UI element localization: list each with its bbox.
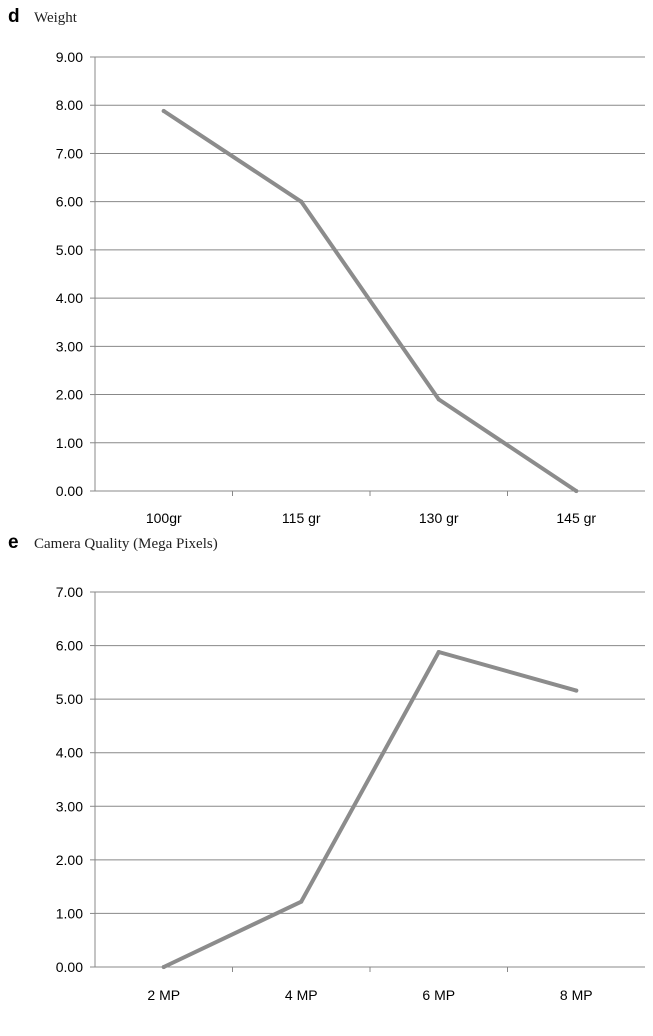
- data-point: [574, 688, 579, 693]
- gridlines-d: [95, 56, 645, 444]
- y-tick-label: 3.00: [56, 338, 83, 354]
- y-tick-labels-d: 0.00 1.00 2.00 3.00 4.00 5.00 6.00 7.00 8.00 9.00: [56, 49, 83, 499]
- y-tick-label: 5.00: [56, 242, 83, 258]
- y-tick-label: 7.00: [56, 145, 83, 161]
- x-tick-label: 130 gr: [419, 510, 459, 526]
- chart-panel-e: e Camera Quality (Mega Pixels) 0.00 1.00 2…: [8, 532, 645, 1003]
- x-tick-label: 8 MP: [560, 987, 593, 1003]
- x-tick-label: 145 gr: [556, 510, 596, 526]
- y-tick-label: 0.00: [56, 483, 83, 499]
- y-tick-label: 3.00: [56, 798, 83, 814]
- y-tick-label: 4.00: [56, 290, 83, 306]
- y-tick-label: 0.00: [56, 959, 83, 975]
- y-tick-label: 2.00: [56, 387, 83, 403]
- y-tick-label: 5.00: [56, 691, 83, 707]
- series-line: [161, 109, 579, 493]
- y-tick-label: 9.00: [56, 49, 83, 65]
- data-point: [299, 199, 304, 204]
- x-tick-labels-d: 100gr 115 gr 130 gr 145 gr: [146, 510, 597, 526]
- chart-panel-d: d Weight 0.00 1.00 2.00 3.00 4.00 5.00 6.00 7.0…: [8, 6, 645, 526]
- y-tick-label: 6.00: [56, 194, 83, 210]
- y-tick-label: 7.00: [56, 584, 83, 600]
- y-tick-label: 6.00: [56, 638, 83, 654]
- data-point: [161, 109, 166, 114]
- x-tick-label: 4 MP: [285, 987, 318, 1003]
- y-tick-label: 1.00: [56, 905, 83, 921]
- gridlines-e: [95, 591, 645, 914]
- y-tick-label: 1.00: [56, 435, 83, 451]
- data-point: [161, 965, 166, 969]
- axes-d: [90, 56, 645, 496]
- data-point: [436, 650, 441, 654]
- series-line: [161, 650, 579, 969]
- chart-title-weight: Weight: [34, 10, 78, 26]
- axes-e: [90, 591, 645, 972]
- data-point: [299, 899, 304, 904]
- data-point: [574, 489, 579, 493]
- x-tick-label: 6 MP: [422, 987, 455, 1003]
- series-d: [161, 109, 579, 493]
- y-tick-label: 4.00: [56, 745, 83, 761]
- panel-letter-d: d: [8, 6, 20, 27]
- series-e: [161, 650, 579, 969]
- y-tick-labels-e: 0.00 1.00 2.00 3.00 4.00 5.00 6.00 7.00: [56, 584, 83, 975]
- x-tick-label: 2 MP: [147, 987, 180, 1003]
- data-point: [436, 397, 441, 402]
- y-tick-label: 2.00: [56, 852, 83, 868]
- x-tick-label: 115 gr: [282, 510, 321, 526]
- x-tick-labels-e: 2 MP 4 MP 6 MP 8 MP: [147, 987, 592, 1003]
- chart-title-camera-quality: Camera Quality (Mega Pixels): [34, 536, 218, 552]
- x-tick-label: 100gr: [146, 510, 182, 526]
- panel-letter-e: e: [8, 532, 19, 553]
- y-tick-label: 8.00: [56, 97, 83, 113]
